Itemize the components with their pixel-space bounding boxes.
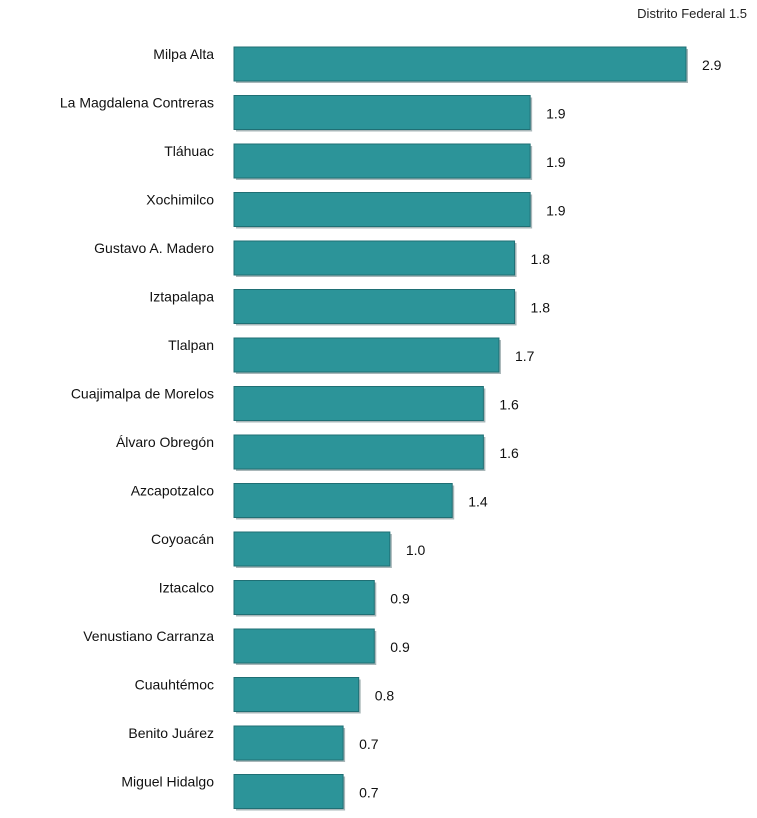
category-label: Benito Juárez xyxy=(128,725,214,741)
bar xyxy=(233,192,531,227)
bar xyxy=(233,46,687,82)
value-label: 0.8 xyxy=(375,688,395,704)
value-label: 0.9 xyxy=(390,591,410,607)
category-label: Cuajimalpa de Morelos xyxy=(71,386,214,402)
bar xyxy=(233,337,500,373)
bar xyxy=(233,434,484,470)
value-label: 1.9 xyxy=(546,106,566,122)
category-label: Cuauhtémoc xyxy=(135,677,214,693)
value-label: 0.7 xyxy=(359,785,379,801)
category-label: Tlalpan xyxy=(168,337,214,353)
reference-note: Distrito Federal 1.5 xyxy=(637,6,747,21)
bar xyxy=(233,531,391,567)
bar xyxy=(233,95,531,130)
bar xyxy=(233,289,516,324)
value-label: 2.9 xyxy=(702,57,722,73)
category-label: Coyoacán xyxy=(151,531,214,547)
category-label: Venustiano Carranza xyxy=(83,628,214,644)
bar xyxy=(233,628,375,664)
value-label: 1.8 xyxy=(531,251,551,267)
value-label: 1.6 xyxy=(499,445,519,461)
category-label: Iztacalco xyxy=(159,580,214,596)
bar xyxy=(233,386,484,421)
value-label: 1.9 xyxy=(546,154,566,170)
bar xyxy=(233,725,344,761)
category-label: Miguel Hidalgo xyxy=(121,774,214,790)
bar xyxy=(233,240,516,276)
bar xyxy=(233,677,360,712)
category-label: Azcapotzalco xyxy=(131,483,214,499)
value-label: 0.7 xyxy=(359,736,379,752)
bar xyxy=(233,143,531,179)
category-label: La Magdalena Contreras xyxy=(60,95,214,111)
category-label: Tláhuac xyxy=(164,143,214,159)
category-label: Iztapalapa xyxy=(149,289,214,305)
category-label: Milpa Alta xyxy=(153,46,214,62)
value-label: 1.9 xyxy=(546,203,566,219)
bar xyxy=(233,774,344,809)
category-label: Álvaro Obregón xyxy=(116,434,214,450)
category-label: Xochimilco xyxy=(146,192,214,208)
bar xyxy=(233,483,453,518)
value-label: 1.7 xyxy=(515,348,535,364)
category-label: Gustavo A. Madero xyxy=(94,240,214,256)
value-label: 1.6 xyxy=(499,397,519,413)
value-label: 0.9 xyxy=(390,639,410,655)
value-label: 1.8 xyxy=(531,300,551,316)
value-label: 1.4 xyxy=(468,494,488,510)
bar xyxy=(233,580,375,615)
value-label: 1.0 xyxy=(406,542,426,558)
